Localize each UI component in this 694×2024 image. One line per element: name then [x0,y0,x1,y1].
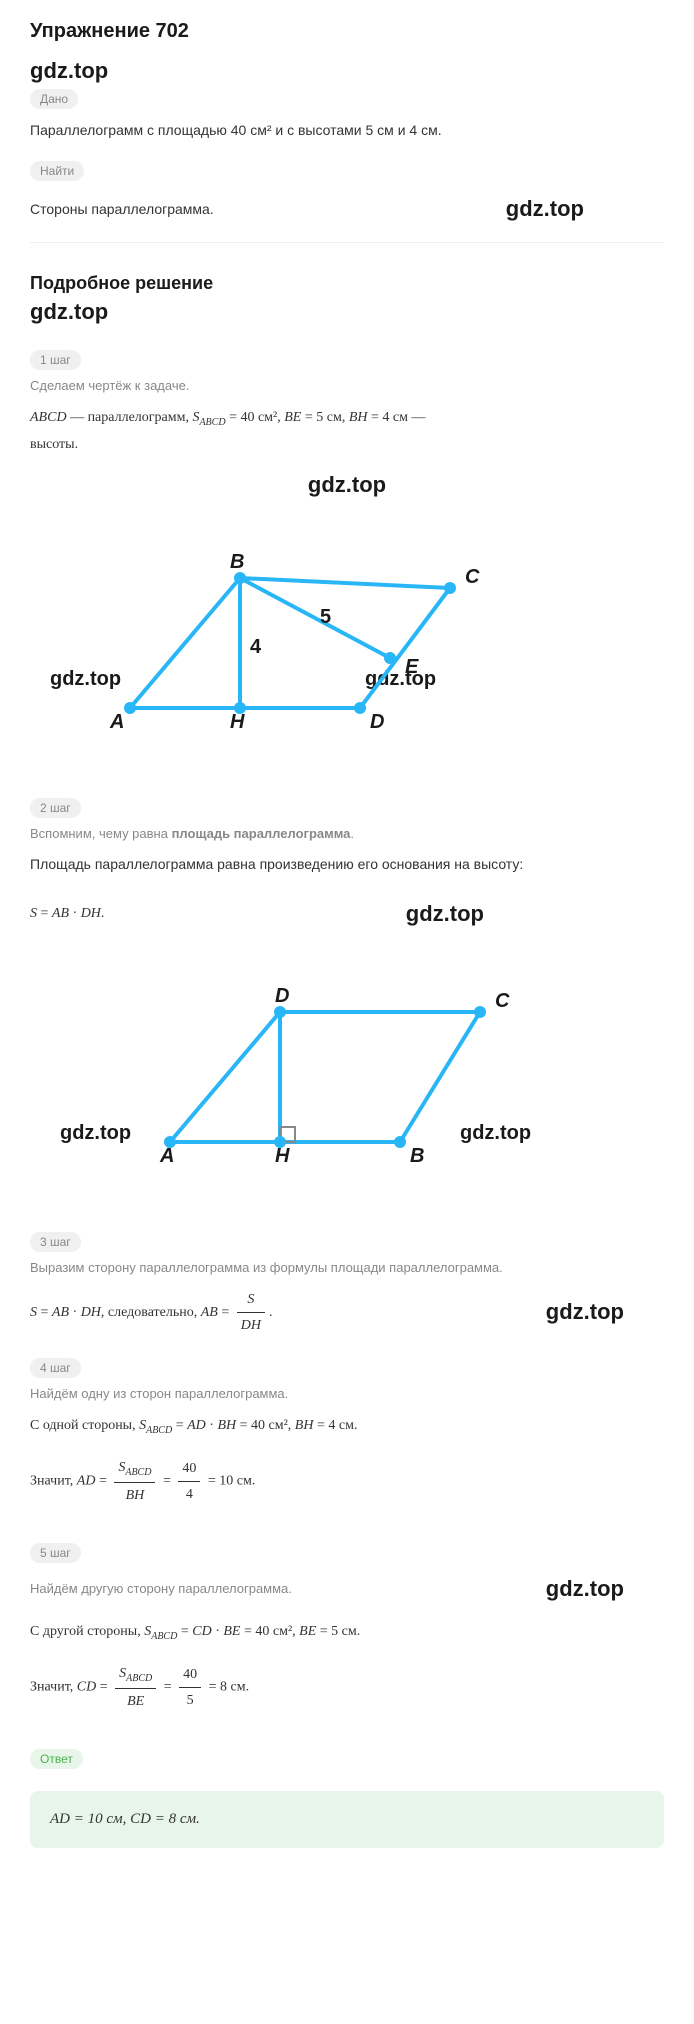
diagram2-svg: A D C B H [80,962,560,1182]
find-text: Стороны параллелограмма. [30,198,214,220]
solution-title: Подробное решение [30,273,664,294]
svg-text:D: D [275,985,289,1007]
exercise-title: Упражнение 702 [30,20,664,43]
watermark: gdz.top [546,1299,624,1325]
divider [30,242,664,243]
step2-text: Площадь параллелограмма равна произведен… [30,853,664,875]
diagram1-svg: A B C D H E 4 5 [70,528,530,748]
svg-text:B: B [230,551,244,573]
step4-line1: С одной стороны, SABCD = AD · BH = 40 см… [30,1413,664,1440]
svg-text:B: B [410,1145,424,1167]
step2-formula: S = AB · DH. [30,901,104,926]
step4-desc: Найдём одну из сторон параллелограмма. [30,1386,664,1401]
watermark: gdz.top [506,196,584,222]
diagram1-container: gdz.top gdz.top ABCDHE45 [30,528,664,748]
watermark: gdz.top [30,472,664,498]
step5-desc: Найдём другую сторону параллелограмма. [30,1581,292,1596]
given-tag: Дано [30,89,78,109]
step5-line1: С другой стороны, SABCD = CD · BE = 40 с… [30,1619,664,1646]
svg-text:E: E [405,656,419,678]
step2-desc: Вспомним, чему равна площадь параллелогр… [30,826,664,841]
watermark: gdz.top [30,299,664,325]
find-tag: Найти [30,161,84,181]
answer-box: AD = 10 см, CD = 8 см. [30,1791,664,1848]
step2-tag: 2 шаг [30,798,81,818]
svg-text:C: C [465,566,480,588]
step3-tag: 3 шаг [30,1232,81,1252]
step4-tag: 4 шаг [30,1358,81,1378]
svg-text:D: D [370,711,384,733]
svg-text:A: A [109,711,124,733]
step3-desc: Выразим сторону параллелограмма из форму… [30,1260,664,1275]
watermark: gdz.top [546,1576,624,1602]
svg-text:H: H [275,1145,290,1167]
svg-text:4: 4 [250,636,262,658]
diagram2-container: gdz.top gdz.top ADCBH [30,962,664,1182]
watermark: gdz.top [406,901,484,927]
step1-desc: Сделаем чертёж к задаче. [30,378,664,393]
given-text: Параллелограмм с площадью 40 см² и с выс… [30,119,664,141]
watermark: gdz.top [30,58,664,84]
svg-text:H: H [230,711,245,733]
answer-tag: Ответ [30,1749,83,1769]
svg-text:5: 5 [320,606,331,628]
svg-text:A: A [159,1145,174,1167]
step3-formula: S = AB · DH, следовательно, AB = SDH. [30,1287,273,1338]
step4-line2: Значит, AD = SABCDBH = 404 = 10 см. [30,1455,664,1508]
step1-tag: 1 шаг [30,350,81,370]
step1-math: ABCD — параллелограмм, SABCD = 40 см², B… [30,405,664,457]
step5-tag: 5 шаг [30,1543,81,1563]
step5-line2: Значит, CD = SABCDBE = 405 = 8 см. [30,1661,664,1714]
svg-text:C: C [495,990,510,1012]
